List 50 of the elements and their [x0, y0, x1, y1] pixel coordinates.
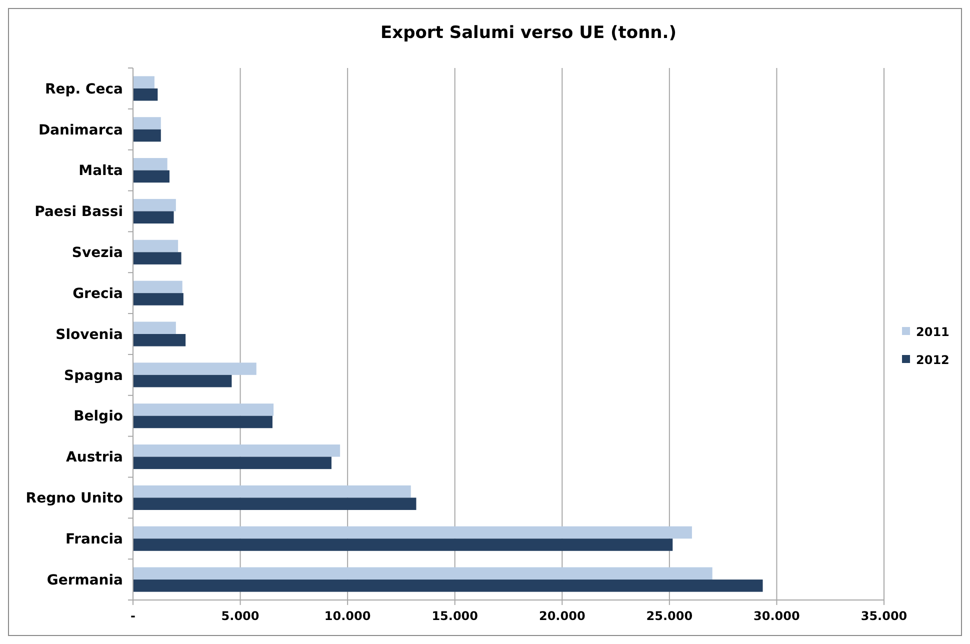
bar	[133, 322, 176, 334]
bar	[133, 362, 256, 375]
bar	[133, 129, 161, 142]
bar	[133, 498, 416, 510]
bar	[133, 416, 272, 428]
bar	[133, 117, 161, 130]
bar	[133, 76, 154, 88]
chart-title: Export Salumi verso UE (tonn.)	[380, 23, 677, 43]
bar	[133, 252, 182, 264]
bar	[133, 198, 176, 212]
y-tick-label: Slovenia	[56, 326, 123, 343]
y-tick-label: Grecia	[72, 286, 123, 302]
bar	[133, 211, 174, 224]
bar	[133, 526, 692, 539]
x-tick-label: 25.000	[646, 609, 693, 623]
bar	[133, 158, 168, 170]
x-tick-label: 10.000	[324, 609, 371, 623]
x-tick-label: 5.000	[221, 609, 260, 623]
y-tick-label: Rep. Ceca	[44, 81, 123, 98]
bar	[133, 170, 170, 183]
x-tick-label: 15.000	[432, 609, 478, 623]
y-tick-label: Danimarca	[38, 122, 123, 138]
x-tick-label: 20.000	[538, 609, 586, 623]
y-tick-label: Belgio	[74, 408, 124, 425]
bar	[133, 88, 158, 101]
legend-label: 2012	[916, 353, 950, 368]
bar	[133, 538, 673, 551]
y-tick-label: Paesi Bassi	[34, 204, 123, 220]
bar	[133, 456, 332, 470]
x-tick-label: 35.000	[860, 609, 908, 623]
bar	[133, 374, 232, 388]
y-tick-label: Germania	[46, 572, 123, 588]
bar	[133, 293, 184, 306]
y-tick-label: Francia	[65, 532, 123, 548]
legend-label: 2011	[916, 325, 950, 340]
bar	[133, 444, 340, 457]
bar	[133, 580, 763, 592]
bar	[133, 567, 712, 580]
x-tick-label: -	[130, 609, 136, 623]
bar	[133, 485, 411, 498]
y-tick-label: Svezia	[72, 245, 123, 262]
bar	[133, 240, 178, 252]
bar	[133, 334, 186, 346]
bar	[133, 404, 274, 416]
x-tick-label: 30.000	[754, 609, 800, 623]
y-tick-label: Spagna	[64, 368, 123, 384]
bar	[133, 280, 182, 294]
y-tick-label: Regno Unito	[26, 490, 124, 507]
y-tick-label: Malta	[78, 163, 123, 180]
y-tick-label: Austria	[66, 450, 123, 466]
